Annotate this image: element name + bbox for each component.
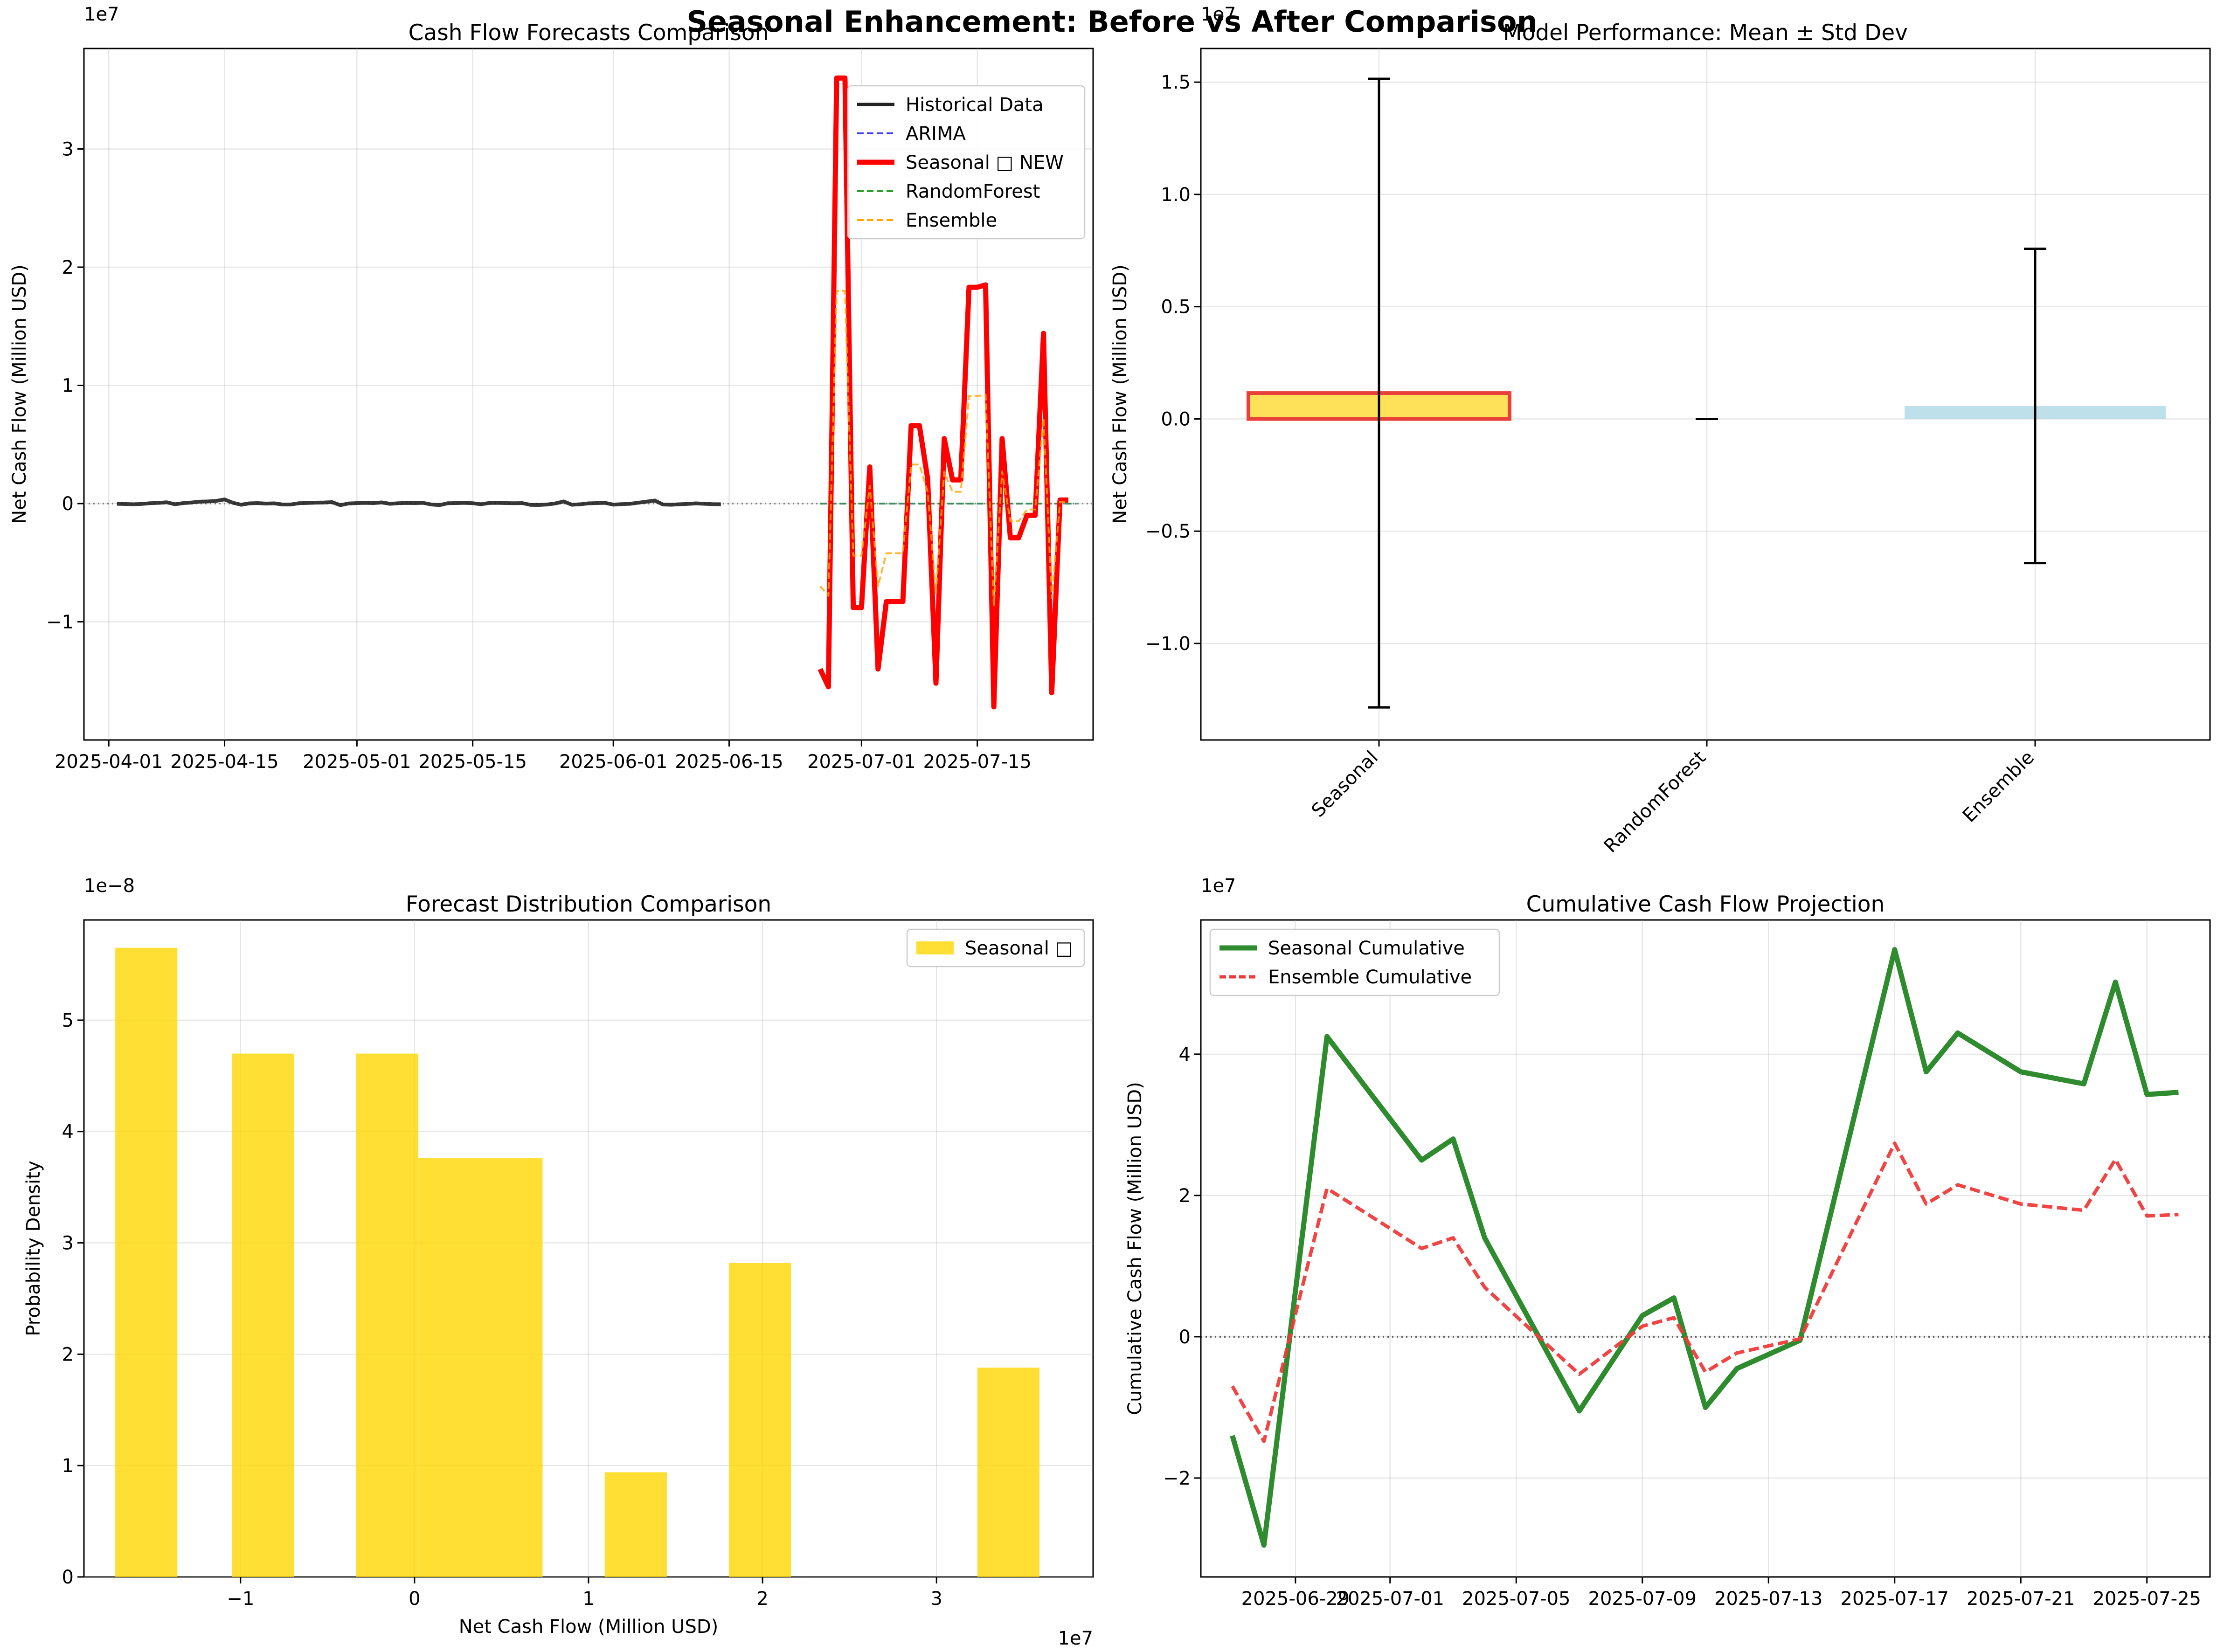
y-axis-label: Net Cash Flow (Million USD) xyxy=(1109,264,1131,524)
legend-label: Seasonal □ xyxy=(965,938,1073,959)
x-tick-label: 2025-07-01 xyxy=(1336,1588,1444,1610)
axes-frame xyxy=(1200,48,2211,741)
chart-performance: −1.0 −0.5 0.0 0.5 1.0 1.5 Seasonal RandomForest… xyxy=(1109,4,2211,857)
y-tick-label: 1 xyxy=(62,1455,74,1477)
y-tick-label: 0.5 xyxy=(1161,297,1191,318)
axes-title: Model Performance: Mean ± Std Dev xyxy=(1503,20,1908,46)
x-tick-label: 2025-07-09 xyxy=(1588,1588,1697,1610)
x-axis-label: Net Cash Flow (Million USD) xyxy=(459,1616,718,1638)
y-tick-label: 4 xyxy=(1179,1044,1191,1065)
figure-title: Seasonal Enhancement: Before vs After Co… xyxy=(686,5,1538,39)
y-tick-label: 0 xyxy=(62,493,74,515)
x-tick-label: 2025-06-01 xyxy=(559,751,667,773)
y-offset-text: 1e7 xyxy=(1201,875,1236,897)
y-tick-label: −0.5 xyxy=(1145,521,1191,542)
histogram-bar xyxy=(418,1158,543,1577)
legend xyxy=(1209,928,1500,996)
y-tick-label: 0 xyxy=(62,1567,74,1588)
legend-label: RandomForest xyxy=(906,181,1040,202)
y-tick-label: 1.5 xyxy=(1161,72,1191,93)
y-offset-text: 1e7 xyxy=(84,4,119,25)
x-tick-label: 2025-07-25 xyxy=(2093,1588,2201,1610)
x-tick-label: 2025-07-05 xyxy=(1462,1588,1570,1610)
y-tick-label: −2 xyxy=(1163,1468,1191,1489)
x-offset-text: 1e7 xyxy=(1058,1628,1093,1649)
x-tick-label: 2025-05-01 xyxy=(303,751,411,773)
y-axis-label: Cumulative Cash Flow (Million USD) xyxy=(1124,1082,1146,1415)
legend-label: Historical Data xyxy=(906,94,1044,116)
histogram-bar xyxy=(356,1053,419,1577)
histogram-bar xyxy=(977,1368,1040,1577)
y-tick-label: 0.0 xyxy=(1161,408,1191,430)
y-tick-label: 4 xyxy=(62,1121,74,1143)
legend xyxy=(906,928,1085,968)
chart-distribution: 0 1 2 3 4 5 −1 0 1 2 3 1e−8 1e7 Forecast Distribution… xyxy=(23,875,1094,1649)
y-axis-label: Probability Density xyxy=(23,1161,44,1336)
legend-label: Seasonal □ NEW xyxy=(906,152,1064,173)
legend-label: Seasonal Cumulative xyxy=(1268,938,1465,959)
y-tick-label: 5 xyxy=(62,1010,74,1031)
axes-frame xyxy=(1200,919,2211,1578)
chart-forecasts: −1 0 1 2 3 2025-04-01 2025-04-15 2025-05-01 2025… xyxy=(9,4,1094,773)
x-tick-label: 2025-07-01 xyxy=(807,751,915,773)
series-ensemble-cumulative xyxy=(1231,1141,2179,1443)
axes-title: Cash Flow Forecasts Comparison xyxy=(409,20,769,46)
legend-label: ARIMA xyxy=(906,123,966,145)
x-tick-label: 2025-07-13 xyxy=(1714,1588,1822,1610)
histogram-bar xyxy=(729,1263,791,1577)
y-axis-label: Net Cash Flow (Million USD) xyxy=(9,264,30,524)
y-tick-label: 3 xyxy=(62,138,74,160)
x-tick-label: 2025-04-01 xyxy=(55,751,163,773)
x-tick-label: 2 xyxy=(756,1588,768,1610)
legend xyxy=(847,85,1086,240)
y-offset-text: 1e−8 xyxy=(84,875,135,897)
x-tick-label: 2025-07-17 xyxy=(1841,1588,1949,1610)
y-tick-label: 3 xyxy=(62,1233,74,1254)
series-historical xyxy=(117,498,721,507)
y-tick-label: 2 xyxy=(1179,1185,1191,1207)
series-seasonal-cumulative xyxy=(1230,947,2179,1548)
x-tick-label: 2025-04-15 xyxy=(170,751,278,773)
x-tick-label: 2025-07-15 xyxy=(923,751,1031,773)
axes-title: Cumulative Cash Flow Projection xyxy=(1526,892,1885,917)
x-tick-label: 2025-06-15 xyxy=(675,751,783,773)
y-tick-label: 2 xyxy=(62,1344,74,1365)
histogram-bar xyxy=(115,947,178,1577)
axes-title: Forecast Distribution Comparison xyxy=(406,892,771,917)
y-tick-label: −1 xyxy=(46,611,74,633)
legend-swatch xyxy=(916,941,954,954)
histogram-bar xyxy=(604,1472,667,1577)
legend-label: Ensemble Cumulative xyxy=(1268,967,1472,988)
y-offset-text: 1e7 xyxy=(1201,4,1236,25)
x-tick-label: 2025-07-21 xyxy=(1967,1588,2075,1610)
x-tick-label: Ensemble xyxy=(1959,747,2038,827)
x-tick-label: 1 xyxy=(582,1588,594,1610)
legend-label: Ensemble xyxy=(906,210,997,231)
series-ensemble xyxy=(819,290,1068,606)
series-seasonal xyxy=(818,75,1068,710)
y-tick-label: −1.0 xyxy=(1145,633,1191,655)
x-tick-label: 2025-06-29 xyxy=(1241,1588,1350,1610)
x-tick-label: Seasonal xyxy=(1308,747,1382,822)
x-tick-label: −1 xyxy=(227,1588,254,1610)
y-tick-label: 2 xyxy=(62,257,74,278)
y-tick-label: 1 xyxy=(62,375,74,396)
histogram-bar xyxy=(232,1053,294,1577)
x-tick-label: 2025-05-15 xyxy=(418,751,527,773)
x-tick-label: RandomForest xyxy=(1600,747,1710,857)
x-tick-label: 3 xyxy=(930,1588,942,1610)
y-tick-label: 0 xyxy=(1179,1327,1191,1348)
x-tick-label: 0 xyxy=(409,1588,420,1610)
axes-frame xyxy=(83,48,1094,741)
y-tick-label: 1.0 xyxy=(1161,184,1191,206)
